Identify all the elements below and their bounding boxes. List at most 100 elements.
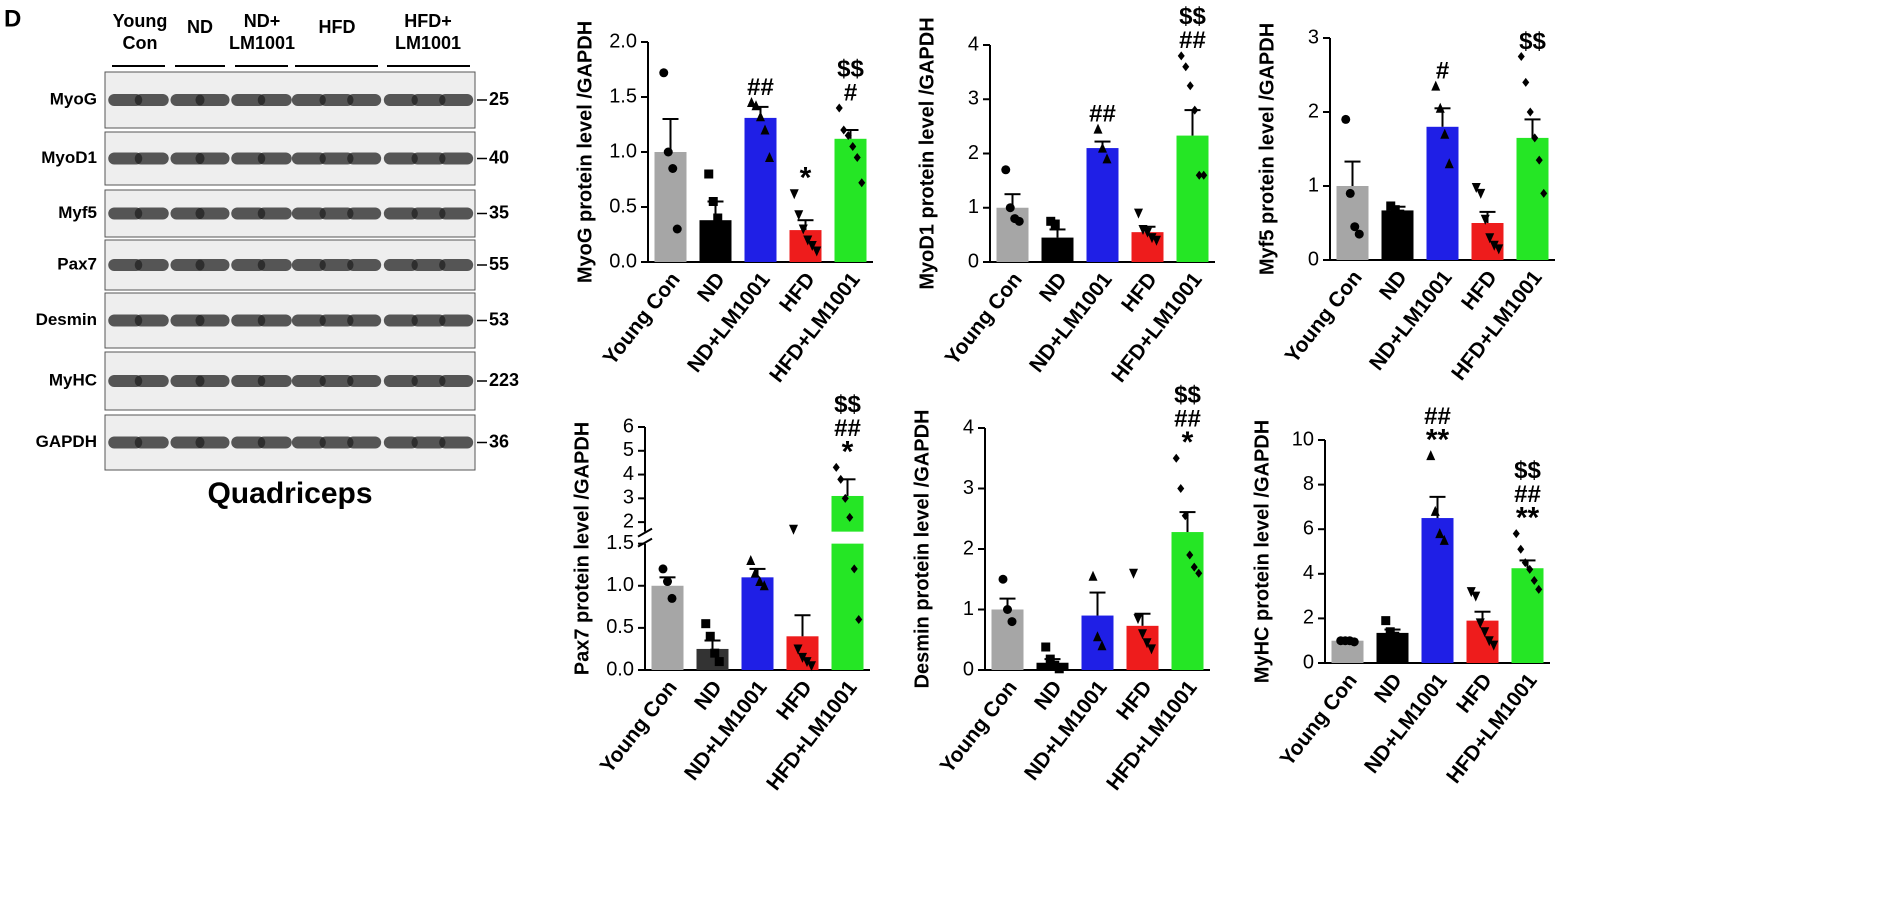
- bar: [1081, 615, 1114, 670]
- blot-band: [439, 436, 474, 449]
- data-point: [1530, 575, 1538, 585]
- blot-band: [195, 207, 230, 220]
- data-point: [667, 593, 677, 603]
- blot-band: [170, 94, 205, 106]
- bar: [1086, 148, 1119, 262]
- data-point: [849, 142, 857, 151]
- y-tick-label: 0.5: [609, 195, 637, 217]
- data-point: [1526, 107, 1534, 117]
- blot-band: [411, 314, 446, 327]
- data-point: [755, 576, 765, 587]
- data-point: [1014, 216, 1024, 226]
- data-point: [672, 224, 682, 234]
- data-point: [807, 241, 817, 251]
- y-tick-label: 2: [623, 510, 634, 532]
- significance-label: *: [800, 162, 812, 195]
- significance-label: ##: [1514, 481, 1541, 508]
- data-point: [713, 213, 723, 223]
- blot-band: [257, 207, 292, 220]
- data-point: [835, 103, 843, 113]
- y-tick-label: 0.0: [606, 658, 634, 680]
- data-point: [853, 153, 861, 162]
- bar: [651, 585, 684, 670]
- data-point: [668, 164, 678, 173]
- blot-band: [439, 259, 474, 271]
- bar: [699, 220, 732, 262]
- data-point: [1475, 618, 1485, 629]
- data-point: [1003, 605, 1012, 614]
- blot-band: [195, 436, 230, 449]
- blot-band: [439, 207, 474, 220]
- blot-band: [134, 436, 169, 449]
- x-tick-label: ND: [1375, 266, 1412, 304]
- y-tick-label: 2.0: [609, 30, 637, 52]
- significance-label: $$: [837, 55, 864, 82]
- significance-label: ##: [834, 415, 861, 442]
- data-point: [1471, 591, 1481, 602]
- blot-band: [195, 94, 230, 106]
- y-tick-label: 3: [968, 88, 979, 110]
- group-label: HFD: [319, 17, 356, 37]
- y-axis-label: MyoG protein level /GAPDH: [574, 21, 596, 283]
- data-point: [1152, 235, 1161, 246]
- data-point: [794, 210, 804, 221]
- blot-band: [134, 375, 169, 387]
- data-point: [1394, 635, 1404, 645]
- data-point: [1093, 123, 1103, 134]
- blot-band: [195, 375, 230, 387]
- data-point: [1102, 153, 1112, 164]
- data-point: [1097, 640, 1107, 651]
- data-point: [1435, 102, 1445, 113]
- data-point: [1045, 654, 1055, 664]
- y-tick-label: 3: [623, 487, 634, 509]
- blot-band: [231, 152, 266, 165]
- data-point: [855, 614, 863, 624]
- data-point: [751, 100, 761, 111]
- x-tick-label: ND: [693, 268, 730, 306]
- y-axis-label: MyHC protein level /GAPDH: [1251, 420, 1273, 683]
- significance-label: #: [844, 79, 857, 106]
- data-point: [1007, 617, 1017, 627]
- data-point: [717, 246, 727, 256]
- blot-band: [347, 375, 382, 387]
- x-tick-label: ND+LM1001: [1020, 676, 1112, 785]
- blot-band: [411, 259, 446, 271]
- blot-band: [291, 94, 326, 106]
- significance-label: $$: [1514, 457, 1541, 484]
- data-point: [1476, 188, 1486, 199]
- significance-label: **: [1516, 502, 1540, 535]
- data-point: [1195, 568, 1203, 578]
- data-point: [798, 224, 808, 235]
- blot-band: [439, 152, 474, 165]
- data-point: [1526, 564, 1534, 574]
- blot-band: [319, 152, 354, 165]
- bar: [1176, 135, 1209, 262]
- data-point: [1466, 587, 1476, 598]
- data-point: [1350, 222, 1360, 232]
- data-point: [1480, 214, 1490, 225]
- blot-band: [319, 314, 354, 327]
- kda-label: 40: [489, 147, 509, 167]
- data-point: [759, 580, 769, 591]
- y-tick-label: 6: [1303, 517, 1314, 539]
- data-point: [756, 111, 765, 122]
- blot-band: [257, 152, 292, 165]
- data-point: [1354, 229, 1364, 239]
- blot-band: [195, 314, 230, 327]
- x-tick-label: Young Con: [936, 676, 1022, 777]
- y-axis-label: MyoD1 protein level /GAPDH: [916, 17, 938, 289]
- blot-band: [108, 375, 143, 387]
- data-point: [1088, 570, 1098, 581]
- significance-label: ##: [1179, 27, 1206, 54]
- blot-band: [170, 152, 205, 165]
- x-tick-label: ND+LM1001: [683, 268, 775, 377]
- data-point: [705, 631, 715, 641]
- bar: [1426, 126, 1459, 260]
- data-point: [1531, 133, 1539, 143]
- data-point: [1512, 529, 1520, 539]
- data-point: [1098, 142, 1107, 153]
- significance-label: ##: [1174, 406, 1201, 433]
- data-point: [793, 644, 803, 655]
- data-point: [1349, 637, 1359, 647]
- data-point: [1535, 155, 1543, 165]
